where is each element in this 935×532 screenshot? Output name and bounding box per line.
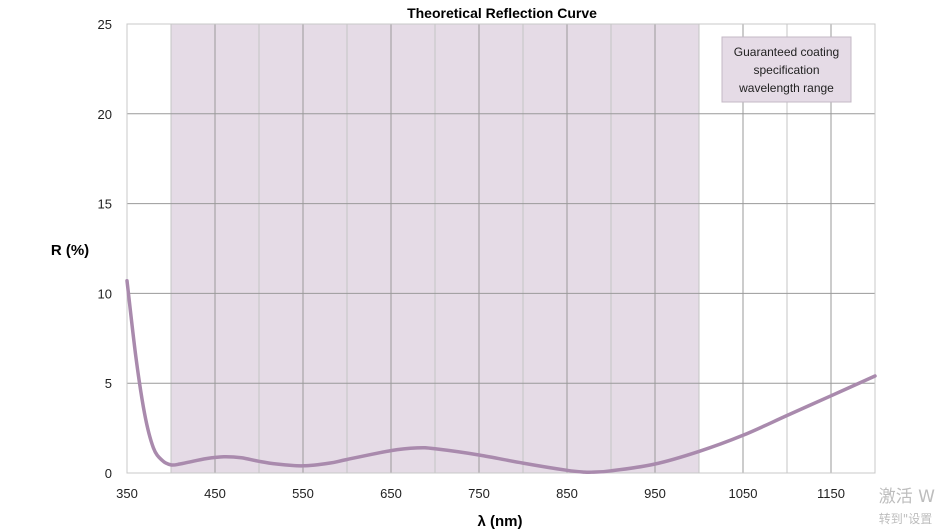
- activation-watermark: 激活 W 转到"设置: [879, 486, 935, 530]
- x-tick-label: 1050: [729, 486, 758, 501]
- grid-lines: [127, 24, 875, 474]
- x-tick-label: 650: [380, 486, 402, 501]
- y-tick-label: 10: [98, 286, 112, 301]
- legend-text-line: specification: [753, 63, 819, 77]
- x-tick-label: 750: [468, 486, 490, 501]
- reflection-curve-line: [125, 279, 877, 475]
- x-tick-label: 1150: [817, 486, 845, 501]
- y-tick-labels: 0 5 10 15 20 25: [98, 17, 112, 481]
- plot-area-border: [126, 23, 876, 474]
- x-tick-labels: 350 450 550 650 750 850 950 1050 1150: [116, 486, 845, 501]
- y-tick-label: 15: [98, 197, 112, 212]
- x-tick-label: 350: [116, 486, 138, 501]
- x-axis-label: λ (nm): [478, 513, 523, 530]
- range-legend: Guaranteed coating specification wavelen…: [721, 36, 852, 103]
- x-tick-label: 950: [644, 486, 666, 501]
- legend-text-line: Guaranteed coating: [734, 45, 839, 59]
- x-tick-label: 550: [292, 486, 314, 501]
- x-tick-label: 850: [556, 486, 578, 501]
- legend-box: [721, 36, 852, 103]
- y-tick-label: 20: [98, 107, 112, 122]
- chart-title: Theoretical Reflection Curve: [407, 5, 597, 21]
- y-axis-label: R (%): [51, 242, 89, 259]
- watermark-line: 转到"设置: [878, 512, 933, 526]
- y-tick-label: 25: [98, 17, 112, 32]
- y-tick-label: 5: [105, 376, 112, 391]
- x-tick-label: 450: [204, 486, 226, 501]
- legend-text-line: wavelength range: [738, 81, 834, 95]
- y-tick-label: 0: [105, 466, 112, 481]
- watermark-line: 激活 W: [878, 487, 935, 507]
